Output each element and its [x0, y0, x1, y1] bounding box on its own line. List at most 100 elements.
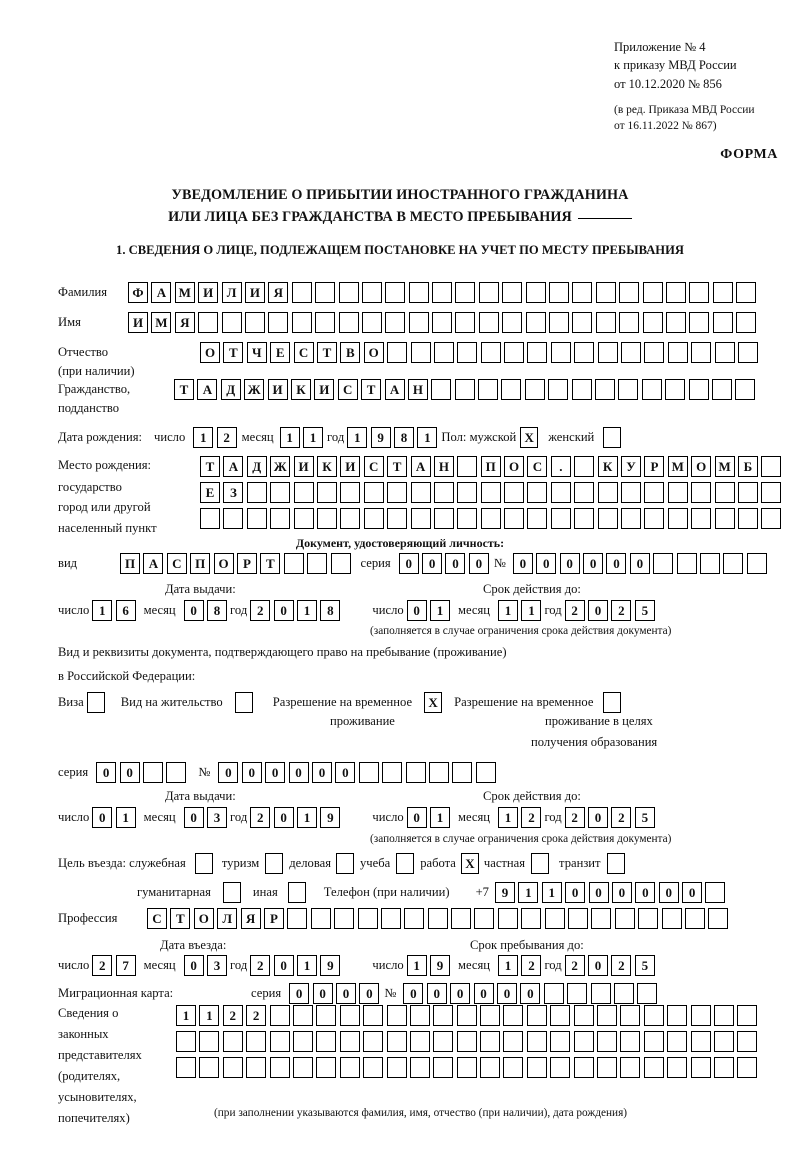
char-cell[interactable] [711, 379, 732, 400]
char-cell[interactable]: 0 [496, 983, 517, 1004]
char-cell[interactable]: Д [246, 456, 267, 477]
char-cell[interactable] [386, 1005, 407, 1026]
char-cell[interactable]: О [363, 342, 384, 363]
char-cell[interactable] [387, 342, 408, 363]
char-cell[interactable]: 1 [498, 955, 519, 976]
char-cell[interactable] [339, 1005, 360, 1026]
char-cell[interactable] [316, 508, 337, 529]
char-cell[interactable] [550, 1057, 571, 1078]
char-cell[interactable]: 0 [96, 762, 117, 783]
char-cell[interactable] [527, 508, 548, 529]
char-cell[interactable]: 2 [564, 955, 585, 976]
char-cell[interactable]: А [143, 553, 164, 574]
char-cell[interactable] [316, 1005, 337, 1026]
char-cell[interactable] [474, 908, 495, 929]
char-cell[interactable] [269, 1057, 290, 1078]
char-cell[interactable]: 0 [406, 807, 427, 828]
char-cell[interactable] [667, 1057, 688, 1078]
char-cell[interactable] [713, 1031, 734, 1052]
char-cell[interactable] [340, 482, 361, 503]
char-cell[interactable] [548, 379, 569, 400]
char-cell[interactable] [427, 908, 448, 929]
char-cell[interactable] [689, 312, 710, 333]
char-cell[interactable] [504, 482, 525, 503]
char-cell[interactable]: 8 [394, 427, 415, 448]
char-cell[interactable]: 1 [115, 807, 136, 828]
char-cell[interactable] [292, 1005, 313, 1026]
char-cell[interactable] [457, 456, 478, 477]
char-cell[interactable]: 9 [430, 955, 451, 976]
char-cell[interactable] [705, 882, 726, 903]
char-cell[interactable]: 2 [216, 427, 237, 448]
char-cell[interactable]: Б [737, 456, 758, 477]
char-cell[interactable]: М [174, 282, 195, 303]
char-cell[interactable] [287, 908, 308, 929]
char-cell[interactable] [246, 1057, 267, 1078]
char-cell[interactable]: 2 [250, 955, 271, 976]
char-cell[interactable] [761, 508, 782, 529]
char-cell[interactable]: 9 [320, 955, 341, 976]
char-cell[interactable]: 1 [498, 807, 519, 828]
char-cell[interactable] [619, 282, 640, 303]
char-cell[interactable]: Я [240, 908, 261, 929]
char-cell[interactable] [433, 482, 454, 503]
char-cell[interactable] [386, 1031, 407, 1052]
char-cell[interactable] [746, 553, 767, 574]
char-cell[interactable]: И [267, 379, 288, 400]
char-cell[interactable]: 1 [498, 600, 519, 621]
char-cell[interactable]: С [363, 456, 384, 477]
char-cell[interactable] [714, 342, 735, 363]
char-cell[interactable] [363, 508, 384, 529]
stay-doc-temp-checkbox[interactable]: X [424, 692, 443, 713]
char-cell[interactable] [614, 908, 635, 929]
char-cell[interactable]: 0 [422, 553, 443, 574]
char-cell[interactable] [334, 908, 355, 929]
char-cell[interactable]: А [223, 456, 244, 477]
char-cell[interactable]: Я [174, 312, 195, 333]
char-cell[interactable] [676, 553, 697, 574]
char-cell[interactable]: 1 [199, 1005, 220, 1026]
char-cell[interactable]: 0 [611, 882, 632, 903]
char-cell[interactable]: Т [260, 553, 281, 574]
char-cell[interactable] [410, 342, 431, 363]
char-cell[interactable] [573, 1057, 594, 1078]
char-cell[interactable] [433, 1031, 454, 1052]
char-cell[interactable] [644, 342, 665, 363]
char-cell[interactable]: И [340, 456, 361, 477]
char-cell[interactable] [572, 282, 593, 303]
char-cell[interactable] [433, 1005, 454, 1026]
char-cell[interactable] [270, 508, 291, 529]
char-cell[interactable]: 1 [176, 1005, 196, 1026]
char-cell[interactable]: 0 [218, 762, 239, 783]
char-cell[interactable] [550, 342, 571, 363]
purpose-work-checkbox[interactable]: X [460, 853, 479, 874]
char-cell[interactable] [433, 508, 454, 529]
char-cell[interactable] [433, 342, 454, 363]
char-cell[interactable] [712, 312, 733, 333]
char-cell[interactable] [597, 482, 618, 503]
char-cell[interactable] [573, 1005, 594, 1026]
char-cell[interactable]: Р [263, 908, 284, 929]
char-cell[interactable]: 1 [297, 807, 318, 828]
char-cell[interactable] [246, 482, 267, 503]
char-cell[interactable]: Т [200, 456, 220, 477]
birthplace-row-3-cells[interactable] [200, 508, 782, 529]
char-cell[interactable] [713, 1005, 734, 1026]
char-cell[interactable] [292, 1057, 313, 1078]
char-cell[interactable]: 0 [335, 983, 356, 1004]
char-cell[interactable]: . [550, 456, 571, 477]
char-cell[interactable] [222, 1057, 243, 1078]
char-cell[interactable]: 0 [183, 807, 204, 828]
char-cell[interactable]: 2 [611, 807, 632, 828]
char-cell[interactable] [246, 1031, 267, 1052]
char-cell[interactable]: 9 [494, 882, 515, 903]
char-cell[interactable] [503, 1005, 524, 1026]
char-cell[interactable]: С [337, 379, 358, 400]
